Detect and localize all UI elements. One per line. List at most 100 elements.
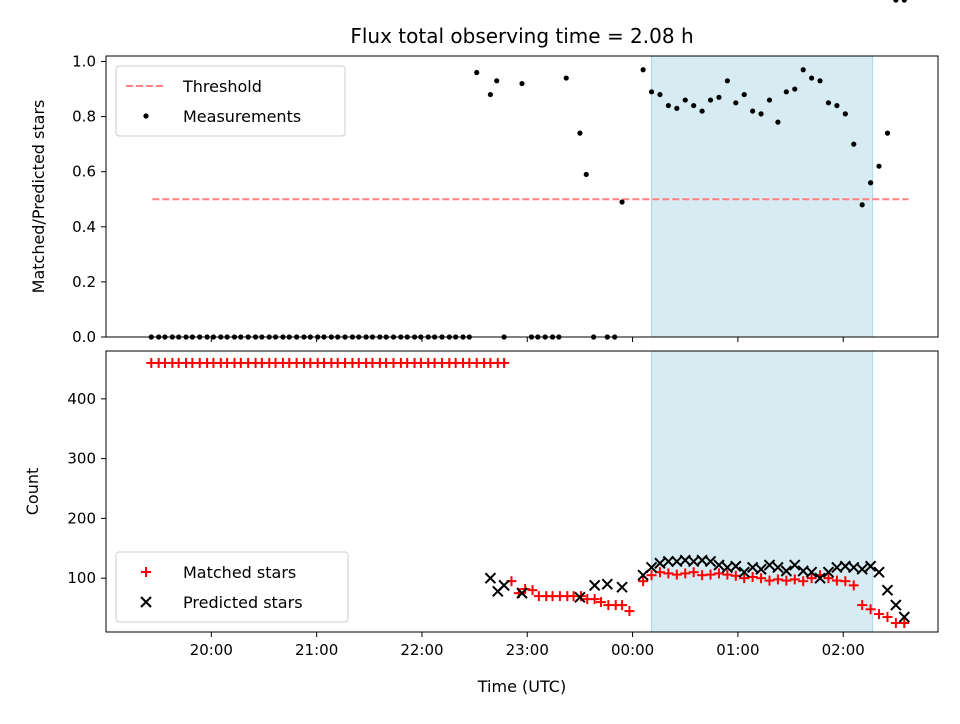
predicted-star-point	[746, 561, 759, 574]
x-tick-label: 20:00	[190, 641, 233, 659]
matched-star-point	[624, 606, 635, 617]
measurement-point	[750, 108, 756, 114]
matched-star-point	[840, 576, 851, 587]
measurement-point	[583, 171, 589, 178]
predicted-star-point	[645, 561, 658, 574]
matched-star-point	[589, 594, 600, 605]
predicted-star-point	[763, 559, 776, 571]
legend-predicted-swatch	[140, 596, 152, 608]
measurement-point	[665, 102, 671, 109]
x-tick-label: 00:00	[611, 641, 654, 659]
measurement-point	[834, 102, 840, 109]
measurement-point	[817, 78, 823, 84]
measurement-point	[640, 67, 646, 73]
measurement-point	[783, 89, 789, 95]
legend: Threshold Measurements	[115, 65, 346, 137]
axes-frame	[105, 350, 939, 633]
legend-label: Matched stars	[183, 563, 296, 582]
y-tick-label: 200	[67, 509, 96, 527]
y-tick-label: 0.0	[72, 328, 96, 346]
y-tick-label: 0.4	[72, 218, 96, 236]
measurement-point	[716, 94, 722, 100]
predicted-star-point	[890, 599, 902, 611]
measurement-point	[691, 102, 697, 109]
predicted-star-point	[848, 561, 860, 574]
matched-star-point	[890, 618, 901, 629]
axes-frame	[105, 55, 939, 338]
matched-star-point	[663, 568, 674, 579]
measurement-point	[825, 100, 832, 106]
predicted-star-point	[864, 560, 877, 572]
y-axis-label: Count	[23, 468, 42, 516]
measurement-point	[800, 67, 806, 73]
measurement-point	[893, 0, 899, 3]
matched-star-point	[638, 576, 649, 587]
matched-star-point	[764, 575, 775, 586]
legend-box	[115, 551, 349, 623]
ratio-panel: 0.0 0.2 0.4 0.6 0.8 1.0 Matched/Predicted star…	[29, 0, 939, 346]
predicted-star-point	[898, 611, 911, 623]
predicted-star-point	[484, 572, 497, 584]
measurement-point	[876, 163, 882, 169]
measurement-point	[775, 119, 781, 125]
y-tick-label: 300	[67, 450, 96, 468]
matched-star-point	[617, 600, 628, 611]
matched-star-point	[680, 568, 691, 579]
matched-star-point	[722, 569, 733, 580]
predicted-star-point	[881, 584, 894, 596]
predicted-star-point	[814, 572, 826, 584]
y-tick-label: 400	[67, 390, 96, 408]
measurement-point	[724, 78, 730, 84]
predicted-star-point	[772, 561, 784, 574]
matched-star-point	[831, 575, 842, 586]
matched-star-point	[857, 600, 868, 611]
measurement-point	[758, 111, 764, 117]
measurement-point	[733, 100, 739, 106]
measurement-point	[851, 141, 857, 147]
measurement-point	[699, 108, 705, 114]
matched-star-point	[646, 570, 657, 581]
predicted-star-point	[730, 560, 742, 572]
count-panel: 20:00 21:00 22:00 23:00 00:00 01:00 02:00 100 20…	[23, 350, 939, 659]
matched-star-point	[688, 567, 699, 578]
matched-star-point	[789, 574, 800, 585]
matched-star-point	[865, 604, 876, 615]
measurement-point	[519, 80, 525, 87]
measurement-point	[577, 130, 583, 136]
predicted-star-point	[654, 557, 666, 569]
x-tick-label: 01:00	[716, 641, 759, 659]
predicted-star-point	[805, 566, 818, 578]
measurement-point	[494, 78, 500, 84]
matched-star-point	[781, 575, 792, 586]
legend: Matched stars Predicted stars	[115, 551, 349, 623]
predicted-star-point	[601, 578, 614, 590]
predicted-star-point	[616, 581, 628, 593]
y-tick-label: 0.2	[72, 273, 96, 291]
measurement-point	[741, 91, 747, 98]
predicted-star-point	[516, 587, 528, 599]
x-tick-label: 23:00	[506, 641, 549, 659]
y-tick-label: 100	[67, 569, 96, 587]
measurement-point	[792, 86, 798, 92]
x-axis-label: Time (UTC)	[477, 677, 566, 696]
legend-label: Threshold	[182, 77, 262, 96]
measurement-point	[809, 75, 815, 81]
matched-star-point	[595, 597, 606, 608]
predicted-star-point	[704, 555, 717, 568]
matched-star-point	[527, 585, 538, 596]
measurement-point	[657, 91, 663, 98]
measurement-point	[859, 202, 865, 208]
measurement-point	[474, 69, 480, 76]
x-tick-label: 02:00	[822, 641, 865, 659]
legend-label: Measurements	[183, 107, 301, 126]
matched-star-point	[671, 569, 682, 580]
measurement-point	[766, 97, 773, 103]
matched-star-point	[713, 568, 724, 579]
matched-star-point	[730, 570, 741, 581]
measurement-point	[619, 199, 625, 205]
y-tick-label: 0.8	[72, 108, 96, 126]
matched-star-point	[739, 573, 750, 584]
predicted-star-point	[662, 555, 675, 568]
legend-label: Predicted stars	[183, 593, 303, 612]
predicted-star-point	[713, 559, 725, 571]
